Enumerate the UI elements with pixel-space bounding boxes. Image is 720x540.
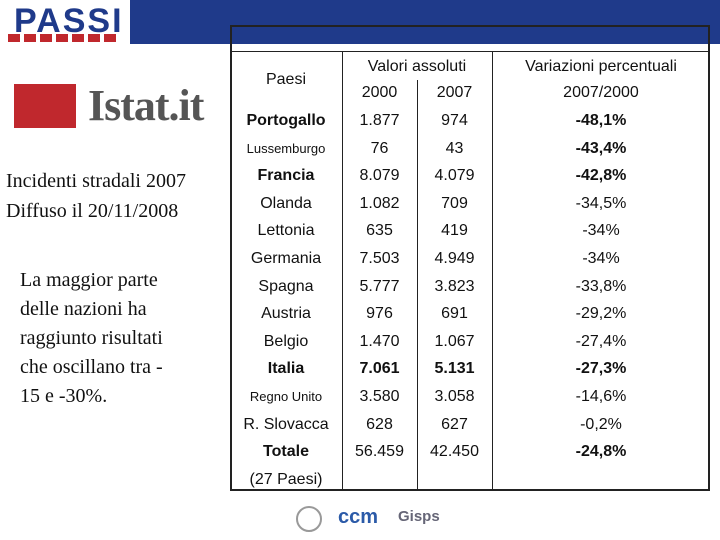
value-cell: -43,4% [575,139,627,157]
value-cell: 5.777 [359,277,400,295]
country-cell: Lettonia [257,222,315,240]
value-cell: -34% [582,250,620,267]
country-cell: Olanda [260,194,312,212]
value-cell: 1.067 [434,332,475,350]
footer-logo: Gisps [398,508,440,525]
value-cell: 4.949 [434,250,475,267]
value-cell: 5.131 [434,360,475,378]
value-cell: 628 [366,415,393,433]
value-cell: -34,5% [575,194,627,212]
value-cell: 627 [441,415,468,433]
note-line: raggiunto risultati [20,327,163,349]
value-cell: -48,1% [575,112,627,129]
istat-icon [14,84,76,128]
table-border [230,25,710,491]
istat-logo: Istat.it [88,81,204,130]
country-cell: Germania [250,250,322,267]
total-label: Totale [263,443,309,461]
table-rule [230,51,710,52]
country-cell: Regno Unito [249,389,323,404]
passi-logo: PASSI [14,2,124,40]
header-cell: Variazioni percentuali [525,58,677,75]
country-cell: Italia [267,360,305,378]
table-rule [342,51,343,491]
country-cell: Austria [261,305,311,323]
table-rule [492,51,493,491]
header-cell: Paesi [265,71,307,88]
value-cell: -29,2% [575,305,627,323]
note-line: delle nazioni ha [20,298,147,320]
value-cell: 635 [366,222,393,240]
value-cell: 1.877 [359,112,400,129]
header-cell: 2007/2000 [563,84,639,101]
total-cell: 42.450 [430,443,479,461]
note-line: che oscillano tra - [20,356,163,378]
total-sublabel: (27 Paesi) [249,470,323,488]
value-cell: -34% [582,222,620,240]
top-bar [130,0,720,44]
intro-line: Diffuso il 20/11/2008 [6,200,179,222]
country-cell: Francia [257,167,315,185]
value-cell: 419 [441,222,468,240]
total-cell: -24,8% [575,443,627,461]
value-cell: -27,3% [575,360,627,378]
value-cell: 4.079 [434,167,475,185]
value-cell: 8.079 [359,167,400,185]
value-cell: -14,6% [575,388,627,405]
value-cell: 3.580 [359,388,400,405]
country-cell: Lussemburgo [246,140,326,156]
header-cell: 2007 [436,84,473,101]
value-cell: 3.058 [434,388,475,405]
value-cell: 974 [441,112,468,129]
value-cell: 76 [370,139,389,157]
value-cell: 1.470 [359,332,400,350]
table-rule [417,80,418,491]
country-cell: Spagna [258,277,314,295]
note-line: 15 e -30%. [20,385,108,407]
value-cell: 709 [441,194,468,212]
total-cell: 56.459 [355,443,404,461]
passi-logo-waves [8,34,118,42]
country-cell: R. Slovacca [243,415,329,433]
country-cell: Portogallo [246,112,326,129]
value-cell: 976 [366,305,393,323]
value-cell: -33,8% [575,277,627,295]
value-cell: -27,4% [575,332,627,350]
header-cell: 2000 [361,84,398,101]
value-cell: 1.082 [359,194,400,212]
value-cell: -42,8% [575,167,627,185]
country-cell: Belgio [263,332,309,350]
note: La maggior parte delle nazioni ha raggiunt… [20,266,163,411]
value-cell: 43 [445,139,464,157]
footer-emblem [296,506,322,532]
value-cell: 7.061 [359,360,400,378]
intro-line: Incidenti stradali 2007 [6,170,186,192]
footer-logo: ccm [338,506,379,528]
note-line: La maggior parte [20,269,158,291]
value-cell: 691 [441,305,468,323]
header-cell: Valori assoluti [367,58,467,75]
value-cell: -0,2% [580,415,622,433]
value-cell: 3.823 [434,277,475,295]
value-cell: 7.503 [359,250,400,267]
